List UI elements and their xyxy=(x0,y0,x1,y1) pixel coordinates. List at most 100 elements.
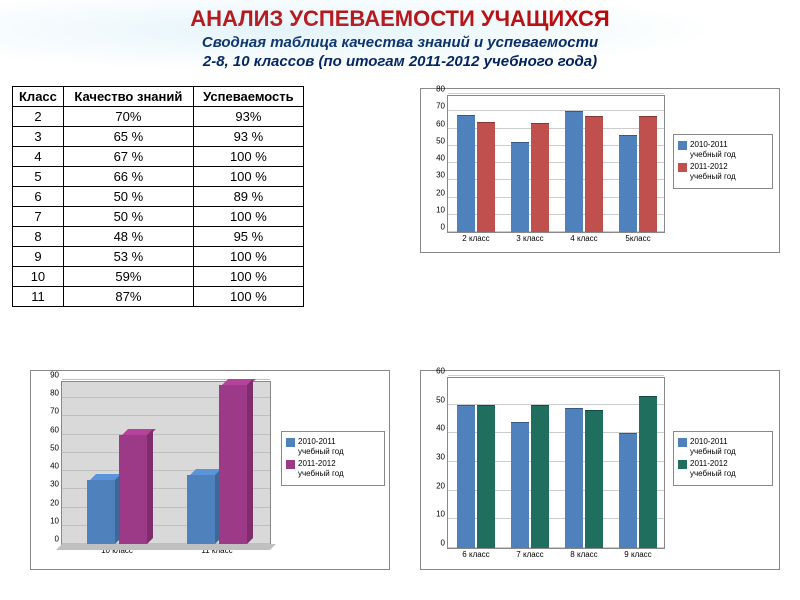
y-tick-label: 90 xyxy=(50,371,59,380)
chart-bar xyxy=(565,408,583,548)
y-tick-label: 60 xyxy=(50,425,59,434)
table-cell: 93 % xyxy=(193,127,303,147)
table-cell: 9 xyxy=(13,247,64,267)
y-tick-label: 10 xyxy=(436,205,445,214)
chart-bar xyxy=(511,142,529,232)
chart-bar xyxy=(477,405,495,548)
y-tick-label: 60 xyxy=(436,119,445,128)
chart-bar xyxy=(457,115,475,232)
table-cell: 66 % xyxy=(63,167,193,187)
table-cell: 89 % xyxy=(193,187,303,207)
table-cell: 48 % xyxy=(63,227,193,247)
y-tick-label: 0 xyxy=(441,223,445,232)
table-cell: 11 xyxy=(13,287,64,307)
table-cell: 5 xyxy=(13,167,64,187)
chart-bar xyxy=(619,433,637,548)
table-header: Класс xyxy=(13,87,64,107)
chart-bar xyxy=(585,410,603,548)
table-cell: 3 xyxy=(13,127,64,147)
table-row: 467 %100 % xyxy=(13,147,304,167)
y-tick-label: 30 xyxy=(436,171,445,180)
chart-bar xyxy=(639,396,657,548)
y-tick-label: 0 xyxy=(441,539,445,548)
chart-bar xyxy=(565,111,583,232)
chart-bar xyxy=(477,122,495,232)
y-tick-label: 30 xyxy=(50,480,59,489)
x-tick-label: 8 класс xyxy=(570,550,597,559)
chart-legend: 2010-2011 учебный год2011-2012 учебный г… xyxy=(673,134,773,189)
table-cell: 53 % xyxy=(63,247,193,267)
chart-bar xyxy=(585,116,603,232)
legend-swatch xyxy=(678,460,687,469)
chart-bar xyxy=(531,405,549,548)
table-cell: 100 % xyxy=(193,267,303,287)
table-row: 1059%100 % xyxy=(13,267,304,287)
gridline xyxy=(448,93,664,94)
table-cell: 67 % xyxy=(63,147,193,167)
chart-legend: 2010-2011 учебный год2011-2012 учебный г… xyxy=(673,431,773,486)
x-tick-label: 5класс xyxy=(625,234,650,243)
y-tick-label: 0 xyxy=(55,535,59,544)
y-tick-label: 40 xyxy=(436,424,445,433)
legend-item: 2010-2011 учебный год xyxy=(286,437,380,458)
chart-classes-6-9: 01020304050606 класс7 класс8 класс9 клас… xyxy=(420,370,780,570)
table-cell: 100 % xyxy=(193,287,303,307)
y-tick-label: 70 xyxy=(436,102,445,111)
chart-bar xyxy=(87,480,115,544)
table-cell: 7 xyxy=(13,207,64,227)
chart-bar xyxy=(457,405,475,548)
y-tick-label: 20 xyxy=(436,188,445,197)
y-tick-label: 60 xyxy=(436,367,445,376)
chart-bar xyxy=(531,123,549,232)
chart-bar xyxy=(511,422,529,548)
chart-plot-area: 010203040506070809010 класс11 класс xyxy=(61,381,271,545)
table-cell: 10 xyxy=(13,267,64,287)
table-cell: 100 % xyxy=(193,207,303,227)
chart-plot-area: 010203040506070802 класс3 класс4 класс5к… xyxy=(447,95,665,233)
table-cell: 8 xyxy=(13,227,64,247)
table-cell: 59% xyxy=(63,267,193,287)
legend-item: 2011-2012 учебный год xyxy=(678,459,768,480)
y-tick-label: 80 xyxy=(50,389,59,398)
table-cell: 6 xyxy=(13,187,64,207)
x-tick-label: 9 класс xyxy=(624,550,651,559)
legend-label: 2011-2012 учебный год xyxy=(690,162,760,183)
legend-label: 2010-2011 учебный год xyxy=(690,437,760,458)
table-row: 566 %100 % xyxy=(13,167,304,187)
x-tick-label: 6 класс xyxy=(462,550,489,559)
y-tick-label: 20 xyxy=(436,481,445,490)
y-tick-label: 50 xyxy=(50,443,59,452)
y-tick-label: 40 xyxy=(436,154,445,163)
x-tick-label: 4 класс xyxy=(570,234,597,243)
table-cell: 50 % xyxy=(63,207,193,227)
chart-bar xyxy=(639,116,657,232)
summary-table: Класс Качество знаний Успеваемость 270%9… xyxy=(12,86,304,307)
table-cell: 2 xyxy=(13,107,64,127)
chart-legend: 2010-2011 учебный год2011-2012 учебный г… xyxy=(281,431,385,486)
y-tick-label: 10 xyxy=(50,516,59,525)
subtitle-line-1: Сводная таблица качества знаний и успева… xyxy=(202,34,598,51)
gridline xyxy=(448,375,664,376)
table-row: 848 %95 % xyxy=(13,227,304,247)
table-row: 953 %100 % xyxy=(13,247,304,267)
legend-swatch xyxy=(678,438,687,447)
table-row: 270%93% xyxy=(13,107,304,127)
legend-swatch xyxy=(286,438,295,447)
table-cell: 65 % xyxy=(63,127,193,147)
page-title: АНАЛИЗ УСПЕВАЕМОСТИ УЧАЩИХСЯ xyxy=(0,0,800,32)
chart-bar xyxy=(119,435,147,544)
chart-bar xyxy=(619,135,637,232)
table-cell: 4 xyxy=(13,147,64,167)
chart-bar xyxy=(219,385,247,544)
chart-3d-floor xyxy=(56,544,276,550)
chart-plot-area: 01020304050606 класс7 класс8 класс9 клас… xyxy=(447,377,665,549)
table-row: 650 %89 % xyxy=(13,187,304,207)
x-tick-label: 7 класс xyxy=(516,550,543,559)
table-row: 365 %93 % xyxy=(13,127,304,147)
table-header-row: Класс Качество знаний Успеваемость xyxy=(13,87,304,107)
table-cell: 100 % xyxy=(193,167,303,187)
legend-swatch xyxy=(678,141,687,150)
gridline xyxy=(448,110,664,111)
y-tick-label: 40 xyxy=(50,462,59,471)
chart-classes-10-11-3d: 010203040506070809010 класс11 класс2010-… xyxy=(30,370,390,570)
